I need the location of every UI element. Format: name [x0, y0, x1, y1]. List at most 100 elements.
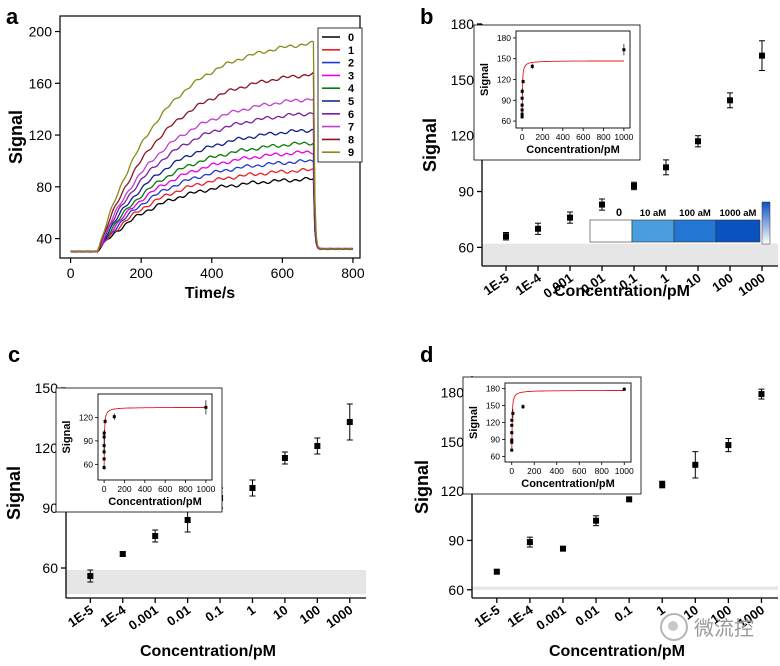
data-point — [599, 201, 605, 208]
color-strip-label: 0 — [616, 207, 622, 219]
inset-y-axis-label: Signal — [479, 63, 491, 96]
data-point — [727, 97, 733, 104]
inset-data-point — [530, 64, 534, 68]
x-tick-label: 1000 — [323, 602, 355, 631]
y-axis-label: Signal — [6, 110, 26, 164]
color-strip-label: 10 aM — [640, 208, 666, 219]
inset-chart: 0 200 400 600 800 1000 60 90 120 150 180 Concentrat… — [462, 376, 642, 495]
series-line-5 — [70, 128, 354, 253]
x-axis-label: Concentration/pM — [140, 643, 276, 660]
inset-x-axis-label: Concentration/pM — [108, 496, 202, 508]
x-tick-label: 10 — [681, 602, 701, 623]
inset-fit-curve — [103, 407, 206, 468]
panel-letter-d: d — [420, 342, 433, 367]
legend-label-6: 6 — [348, 109, 354, 121]
legend-label-7: 7 — [348, 122, 354, 134]
x-tick-label: 1E-5 — [471, 602, 502, 630]
data-point — [526, 539, 533, 546]
data-point — [663, 164, 669, 171]
data-point — [281, 455, 288, 461]
inset-data-point — [510, 418, 514, 422]
legend-label-5: 5 — [348, 96, 354, 108]
y-tick-label: 60 — [458, 239, 474, 255]
data-point — [184, 517, 191, 523]
inset-x-tick-label: 800 — [596, 132, 610, 142]
inset-y-axis-label: Signal — [468, 406, 480, 439]
y-tick-label: 150 — [35, 380, 59, 396]
inset-x-tick-label: 400 — [138, 484, 152, 494]
data-point — [314, 443, 321, 449]
inset-y-tick-label: 150 — [497, 54, 511, 64]
inset-data-point — [204, 405, 208, 409]
inset-data-point — [520, 115, 524, 119]
x-tick-label: 200 — [129, 265, 153, 281]
panel-letter-c: c — [8, 342, 20, 367]
legend-label-8: 8 — [348, 134, 354, 146]
inset-data-point — [520, 112, 524, 116]
y-axis-label: Signal — [412, 460, 432, 514]
data-point — [695, 138, 701, 145]
inset-x-tick-label: 600 — [158, 484, 172, 494]
inset-x-tick-label: 800 — [178, 484, 192, 494]
x-tick-label: 0.001 — [126, 602, 161, 633]
legend-label-3: 3 — [348, 70, 354, 82]
y-tick-label: 180 — [451, 16, 475, 32]
series-line-2 — [70, 159, 354, 253]
inset-data-point — [520, 89, 524, 93]
y-axis-label: Signal — [4, 466, 24, 520]
inset-data-point — [511, 411, 515, 415]
y-axis-label: Signal — [420, 118, 440, 172]
color-cell — [589, 219, 633, 243]
y-tick-label: 60 — [42, 560, 58, 576]
legend-label-4: 4 — [348, 83, 355, 95]
inset-x-tick-label: 200 — [527, 466, 541, 476]
x-tick-label: 10 — [270, 602, 290, 623]
inset-x-tick-label: 600 — [572, 466, 586, 476]
y-tick-label: 120 — [35, 440, 59, 456]
inset-y-tick-label: 120 — [497, 75, 511, 85]
x-axis-label: Concentration/pM — [554, 283, 690, 300]
inset-y-tick-label: 90 — [491, 434, 501, 444]
inset-border — [473, 24, 641, 161]
inset-x-tick-label: 1000 — [615, 466, 634, 476]
data-point — [119, 551, 126, 557]
inset-y-tick-label: 180 — [486, 384, 500, 394]
y-tick-label: 120 — [451, 128, 475, 144]
wechat-icon — [660, 612, 688, 641]
inset-y-tick-label: 60 — [491, 451, 501, 461]
colorbar — [761, 201, 771, 245]
x-tick-label: 1E-4 — [513, 270, 545, 298]
inset-data-point — [102, 457, 106, 461]
inset-x-tick-label: 0 — [102, 484, 107, 494]
data-point — [659, 481, 666, 488]
inset-data-point — [510, 438, 514, 442]
y-tick-label: 90 — [458, 184, 474, 200]
data-point — [725, 442, 732, 449]
blank-band — [66, 570, 366, 594]
inset-x-axis-label: Concentration/pM — [526, 144, 620, 156]
panel-letter-a: a — [6, 4, 19, 29]
x-tick-label: 1E-5 — [481, 270, 512, 298]
series-line-9 — [70, 40, 354, 253]
x-tick-label: 10 — [683, 270, 703, 291]
data-point — [692, 461, 699, 468]
inset-data-point — [521, 405, 525, 409]
x-tick-label: 0.01 — [164, 602, 193, 629]
data-point — [631, 182, 637, 189]
blank-band — [472, 586, 778, 590]
inset-data-point — [102, 435, 106, 439]
inset-frame — [97, 393, 213, 481]
inset-y-tick-label: 60 — [502, 116, 512, 126]
data-point — [346, 419, 353, 425]
data-point — [87, 573, 94, 579]
panel-a: 0 200 400 600 8004080120160200Time/sSignal01… — [6, 15, 365, 302]
watermark: 微流控 — [660, 612, 754, 641]
inset-data-point — [520, 108, 524, 112]
inset-x-tick-label: 1000 — [614, 132, 633, 142]
x-tick-label: 1E-5 — [65, 602, 96, 630]
y-tick-label: 90 — [448, 532, 464, 548]
y-tick-label: 150 — [451, 72, 475, 88]
